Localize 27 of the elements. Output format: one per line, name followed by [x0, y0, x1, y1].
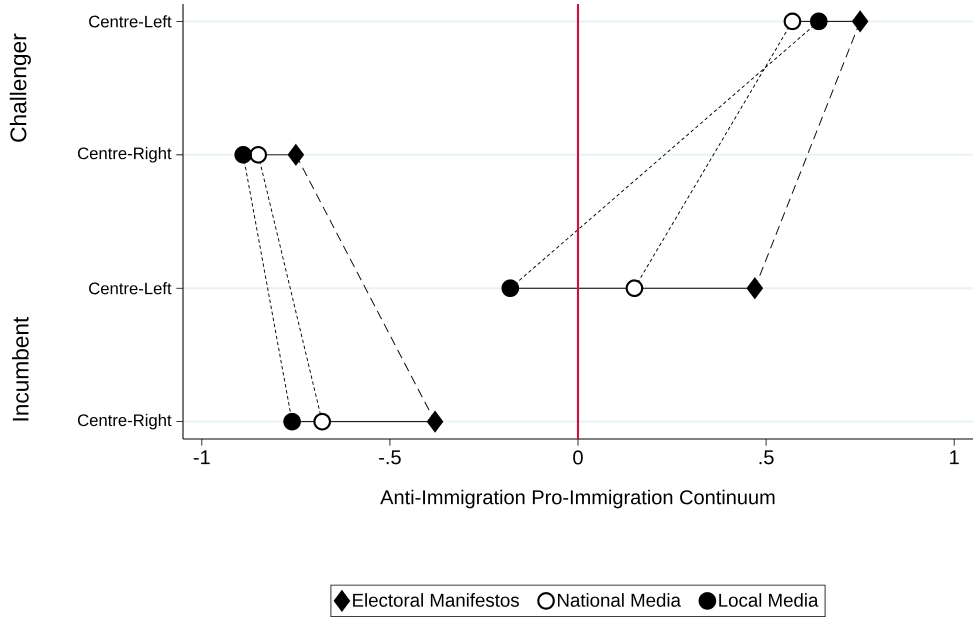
point [626, 279, 644, 298]
point [810, 12, 828, 30]
point [234, 146, 252, 164]
point [249, 146, 268, 164]
point [288, 144, 304, 166]
legend-label: Electoral Manifestos [353, 593, 519, 607]
y-tick-label: Centre-Right [78, 147, 172, 163]
y-tick-label: Centre-Left [89, 282, 172, 294]
x-tick-label: 1 [950, 450, 959, 464]
point [283, 412, 301, 430]
x-tick-label: -.5 [379, 450, 401, 464]
point [501, 279, 520, 298]
x-axis-title: Anti-Immigration Pro-Immigration Continuum [380, 490, 774, 508]
x-tick-label: 0 [573, 450, 583, 465]
y-tick-label: Centre-Right [78, 414, 172, 430]
y-tick-label: Centre-Left [89, 15, 172, 28]
x-tick-label: .5 [760, 450, 774, 464]
legend-label: Local Media [719, 593, 818, 607]
point [313, 412, 331, 430]
legend-label: National Media [558, 593, 681, 607]
x-tick-label: -1 [194, 450, 210, 464]
point [784, 12, 802, 30]
point [746, 278, 763, 299]
point [852, 10, 868, 32]
text: Incumbent [12, 316, 29, 420]
text: Challenger [10, 34, 31, 142]
point [426, 411, 444, 432]
